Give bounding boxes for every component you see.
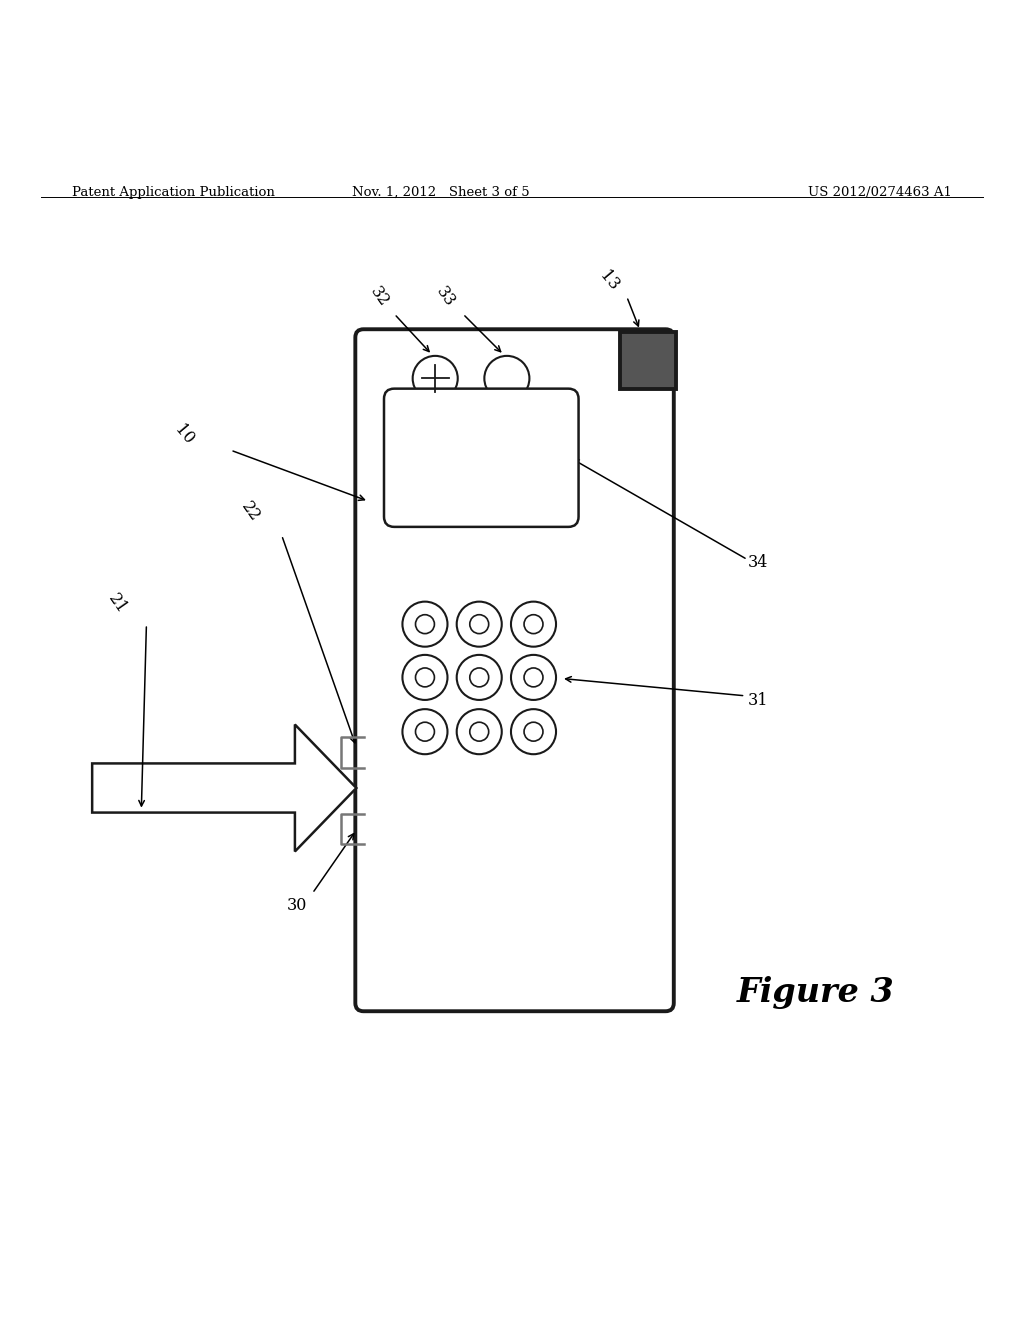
Circle shape	[402, 655, 447, 700]
Circle shape	[413, 356, 458, 401]
Text: 31: 31	[748, 693, 768, 709]
Circle shape	[470, 668, 488, 686]
Circle shape	[457, 602, 502, 647]
Circle shape	[511, 602, 556, 647]
FancyBboxPatch shape	[384, 388, 579, 527]
Circle shape	[402, 709, 447, 754]
Text: Patent Application Publication: Patent Application Publication	[72, 186, 274, 199]
Text: 22: 22	[239, 499, 263, 524]
Text: 32: 32	[366, 284, 392, 310]
Circle shape	[511, 709, 556, 754]
Text: Figure 3: Figure 3	[737, 977, 895, 1010]
Circle shape	[416, 668, 434, 686]
Text: 30: 30	[287, 898, 307, 915]
Text: US 2012/0274463 A1: US 2012/0274463 A1	[808, 186, 952, 199]
FancyBboxPatch shape	[355, 329, 674, 1011]
Text: 10: 10	[171, 421, 198, 447]
Circle shape	[511, 655, 556, 700]
Circle shape	[470, 722, 488, 741]
Text: 34: 34	[748, 554, 768, 572]
Circle shape	[524, 615, 543, 634]
Circle shape	[524, 668, 543, 686]
Circle shape	[416, 722, 434, 741]
Circle shape	[470, 615, 488, 634]
Text: Nov. 1, 2012   Sheet 3 of 5: Nov. 1, 2012 Sheet 3 of 5	[351, 186, 529, 199]
Circle shape	[402, 602, 447, 647]
Text: 21: 21	[104, 590, 131, 616]
Circle shape	[457, 655, 502, 700]
Text: 13: 13	[596, 268, 623, 294]
Polygon shape	[92, 725, 356, 851]
Circle shape	[457, 709, 502, 754]
Text: 33: 33	[432, 284, 459, 310]
Circle shape	[484, 356, 529, 401]
Bar	[620, 333, 676, 388]
Circle shape	[524, 722, 543, 741]
Circle shape	[416, 615, 434, 634]
